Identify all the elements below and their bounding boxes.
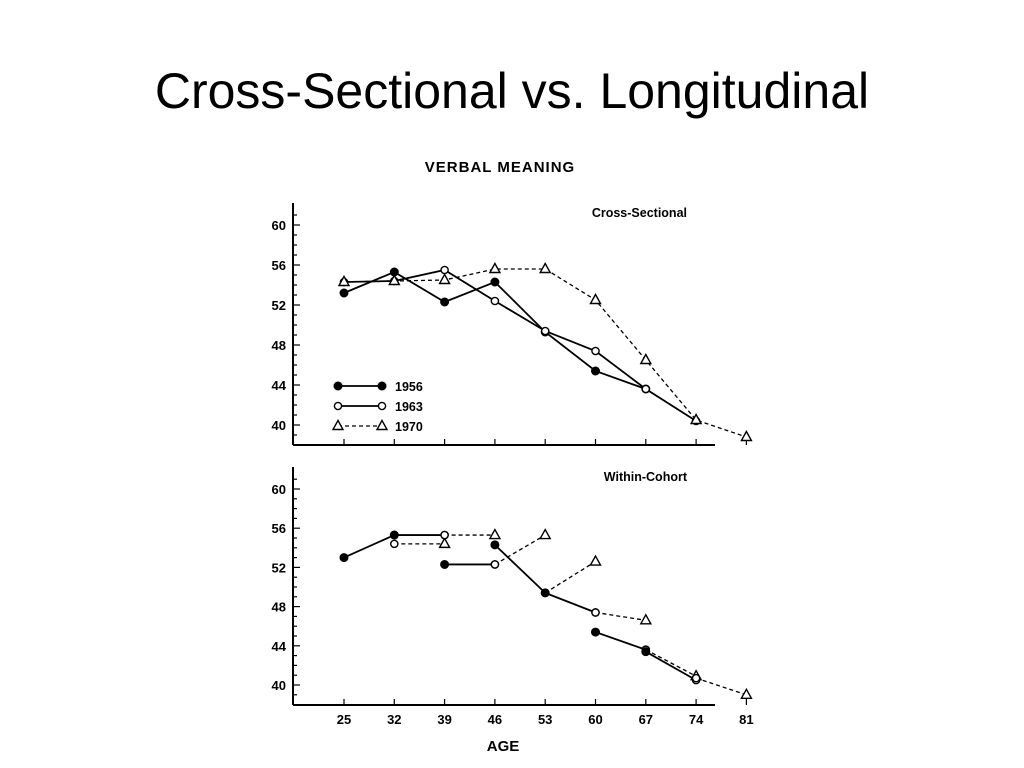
data-point-1956 bbox=[339, 553, 349, 563]
series-line-1963 bbox=[343, 269, 697, 422]
data-point-1963 bbox=[490, 296, 500, 306]
data-point-1956 bbox=[339, 288, 349, 298]
legend-marker-1970 bbox=[375, 419, 389, 431]
data-point-1970 bbox=[438, 536, 451, 549]
data-point-1970 bbox=[589, 293, 602, 305]
cohort-segment bbox=[343, 534, 395, 559]
data-point-1970 bbox=[589, 554, 602, 566]
cohort-segment bbox=[695, 677, 747, 696]
data-point-1956 bbox=[440, 559, 450, 569]
cohort-segment bbox=[595, 631, 647, 651]
data-point-1956 bbox=[389, 530, 399, 540]
cohort-segment bbox=[595, 611, 646, 621]
data-point-1970 bbox=[539, 528, 552, 540]
x-tick-label: 67 bbox=[639, 712, 653, 727]
data-point-1963 bbox=[440, 265, 449, 275]
y-tick-label: 40 bbox=[272, 678, 286, 693]
data-point-1956 bbox=[490, 540, 500, 550]
data-point-1963 bbox=[440, 530, 449, 540]
data-point-1970 bbox=[689, 413, 703, 425]
y-tick-label: 60 bbox=[272, 482, 286, 497]
data-point-1956 bbox=[641, 647, 651, 657]
legend-label-1963: 1963 bbox=[395, 400, 423, 414]
data-point-1956 bbox=[490, 277, 500, 287]
panel-title: Within-Cohort bbox=[604, 470, 688, 484]
data-point-1970 bbox=[740, 687, 753, 699]
data-point-1970 bbox=[539, 262, 552, 274]
legend-marker-1970 bbox=[331, 419, 345, 431]
x-tick-label: 74 bbox=[689, 712, 704, 727]
x-axis-label: AGE bbox=[487, 738, 520, 755]
y-tick-label: 44 bbox=[272, 378, 287, 393]
x-tick-label: 39 bbox=[437, 712, 451, 727]
y-tick-label: 52 bbox=[272, 560, 286, 575]
data-point-1956 bbox=[590, 627, 600, 637]
legend-label-1970: 1970 bbox=[395, 420, 423, 434]
legend-label-1956: 1956 bbox=[395, 380, 423, 394]
figure-title: VERBAL MEANING bbox=[425, 159, 575, 176]
data-point-1956 bbox=[440, 297, 450, 307]
x-tick-label: 32 bbox=[387, 712, 401, 727]
y-tick-label: 52 bbox=[272, 298, 286, 313]
legend-marker-1963 bbox=[333, 401, 343, 411]
data-point-1956 bbox=[540, 588, 550, 598]
y-tick-label: 56 bbox=[272, 521, 286, 536]
data-point-1970 bbox=[438, 273, 451, 285]
data-point-1970 bbox=[388, 274, 401, 286]
slide-title: Cross-Sectional vs. Longitudinal bbox=[154, 63, 870, 119]
data-point-1970 bbox=[740, 430, 753, 442]
cohort-segment bbox=[544, 592, 596, 614]
cohort-segment bbox=[645, 649, 697, 677]
legend-marker-1956 bbox=[333, 381, 343, 391]
series-line-1956 bbox=[343, 270, 647, 390]
data-point-1970 bbox=[488, 528, 502, 540]
data-point-1970 bbox=[639, 353, 652, 365]
x-tick-label: 46 bbox=[488, 712, 502, 727]
x-tick-label: 53 bbox=[538, 712, 552, 727]
data-point-1963 bbox=[691, 673, 701, 683]
y-tick-label: 60 bbox=[272, 218, 286, 233]
legend-marker-1963 bbox=[377, 401, 387, 411]
legend-marker-1956 bbox=[377, 381, 387, 391]
data-point-1963 bbox=[490, 560, 500, 569]
y-tick-label: 44 bbox=[272, 639, 287, 654]
cross-sectional-panel: 40 44 48 52 56 60 Cross-Sectional bbox=[272, 203, 753, 446]
data-point-1956 bbox=[590, 366, 600, 376]
cohort-segment bbox=[494, 544, 546, 594]
cohort-segment bbox=[544, 560, 596, 594]
data-point-1963 bbox=[641, 384, 651, 394]
y-tick-label: 48 bbox=[272, 600, 286, 615]
data-point-1963 bbox=[389, 539, 399, 549]
y-tick-label: 48 bbox=[272, 338, 286, 353]
x-tick-label: 81 bbox=[739, 712, 753, 727]
x-tick-label: 25 bbox=[337, 712, 351, 727]
y-tick-label: 56 bbox=[272, 258, 286, 273]
data-point-1963 bbox=[591, 346, 600, 356]
within-cohort-panel: 40 44 48 52 56 60 25 32 39 46 53 60 67 74 81 Within-Coh… bbox=[272, 467, 754, 727]
cohort-segment bbox=[645, 650, 697, 681]
data-point-1970 bbox=[639, 613, 652, 625]
x-tick-label: 60 bbox=[588, 712, 602, 727]
data-point-1970 bbox=[337, 275, 351, 287]
cohort-segment bbox=[494, 534, 546, 566]
y-tick-label: 40 bbox=[272, 418, 286, 433]
panel-title: Cross-Sectional bbox=[592, 206, 687, 220]
legend: 1956 1963 1970 bbox=[331, 380, 423, 434]
data-point-1963 bbox=[540, 326, 550, 336]
data-point-1963 bbox=[591, 608, 600, 617]
data-point-1970 bbox=[488, 262, 502, 274]
